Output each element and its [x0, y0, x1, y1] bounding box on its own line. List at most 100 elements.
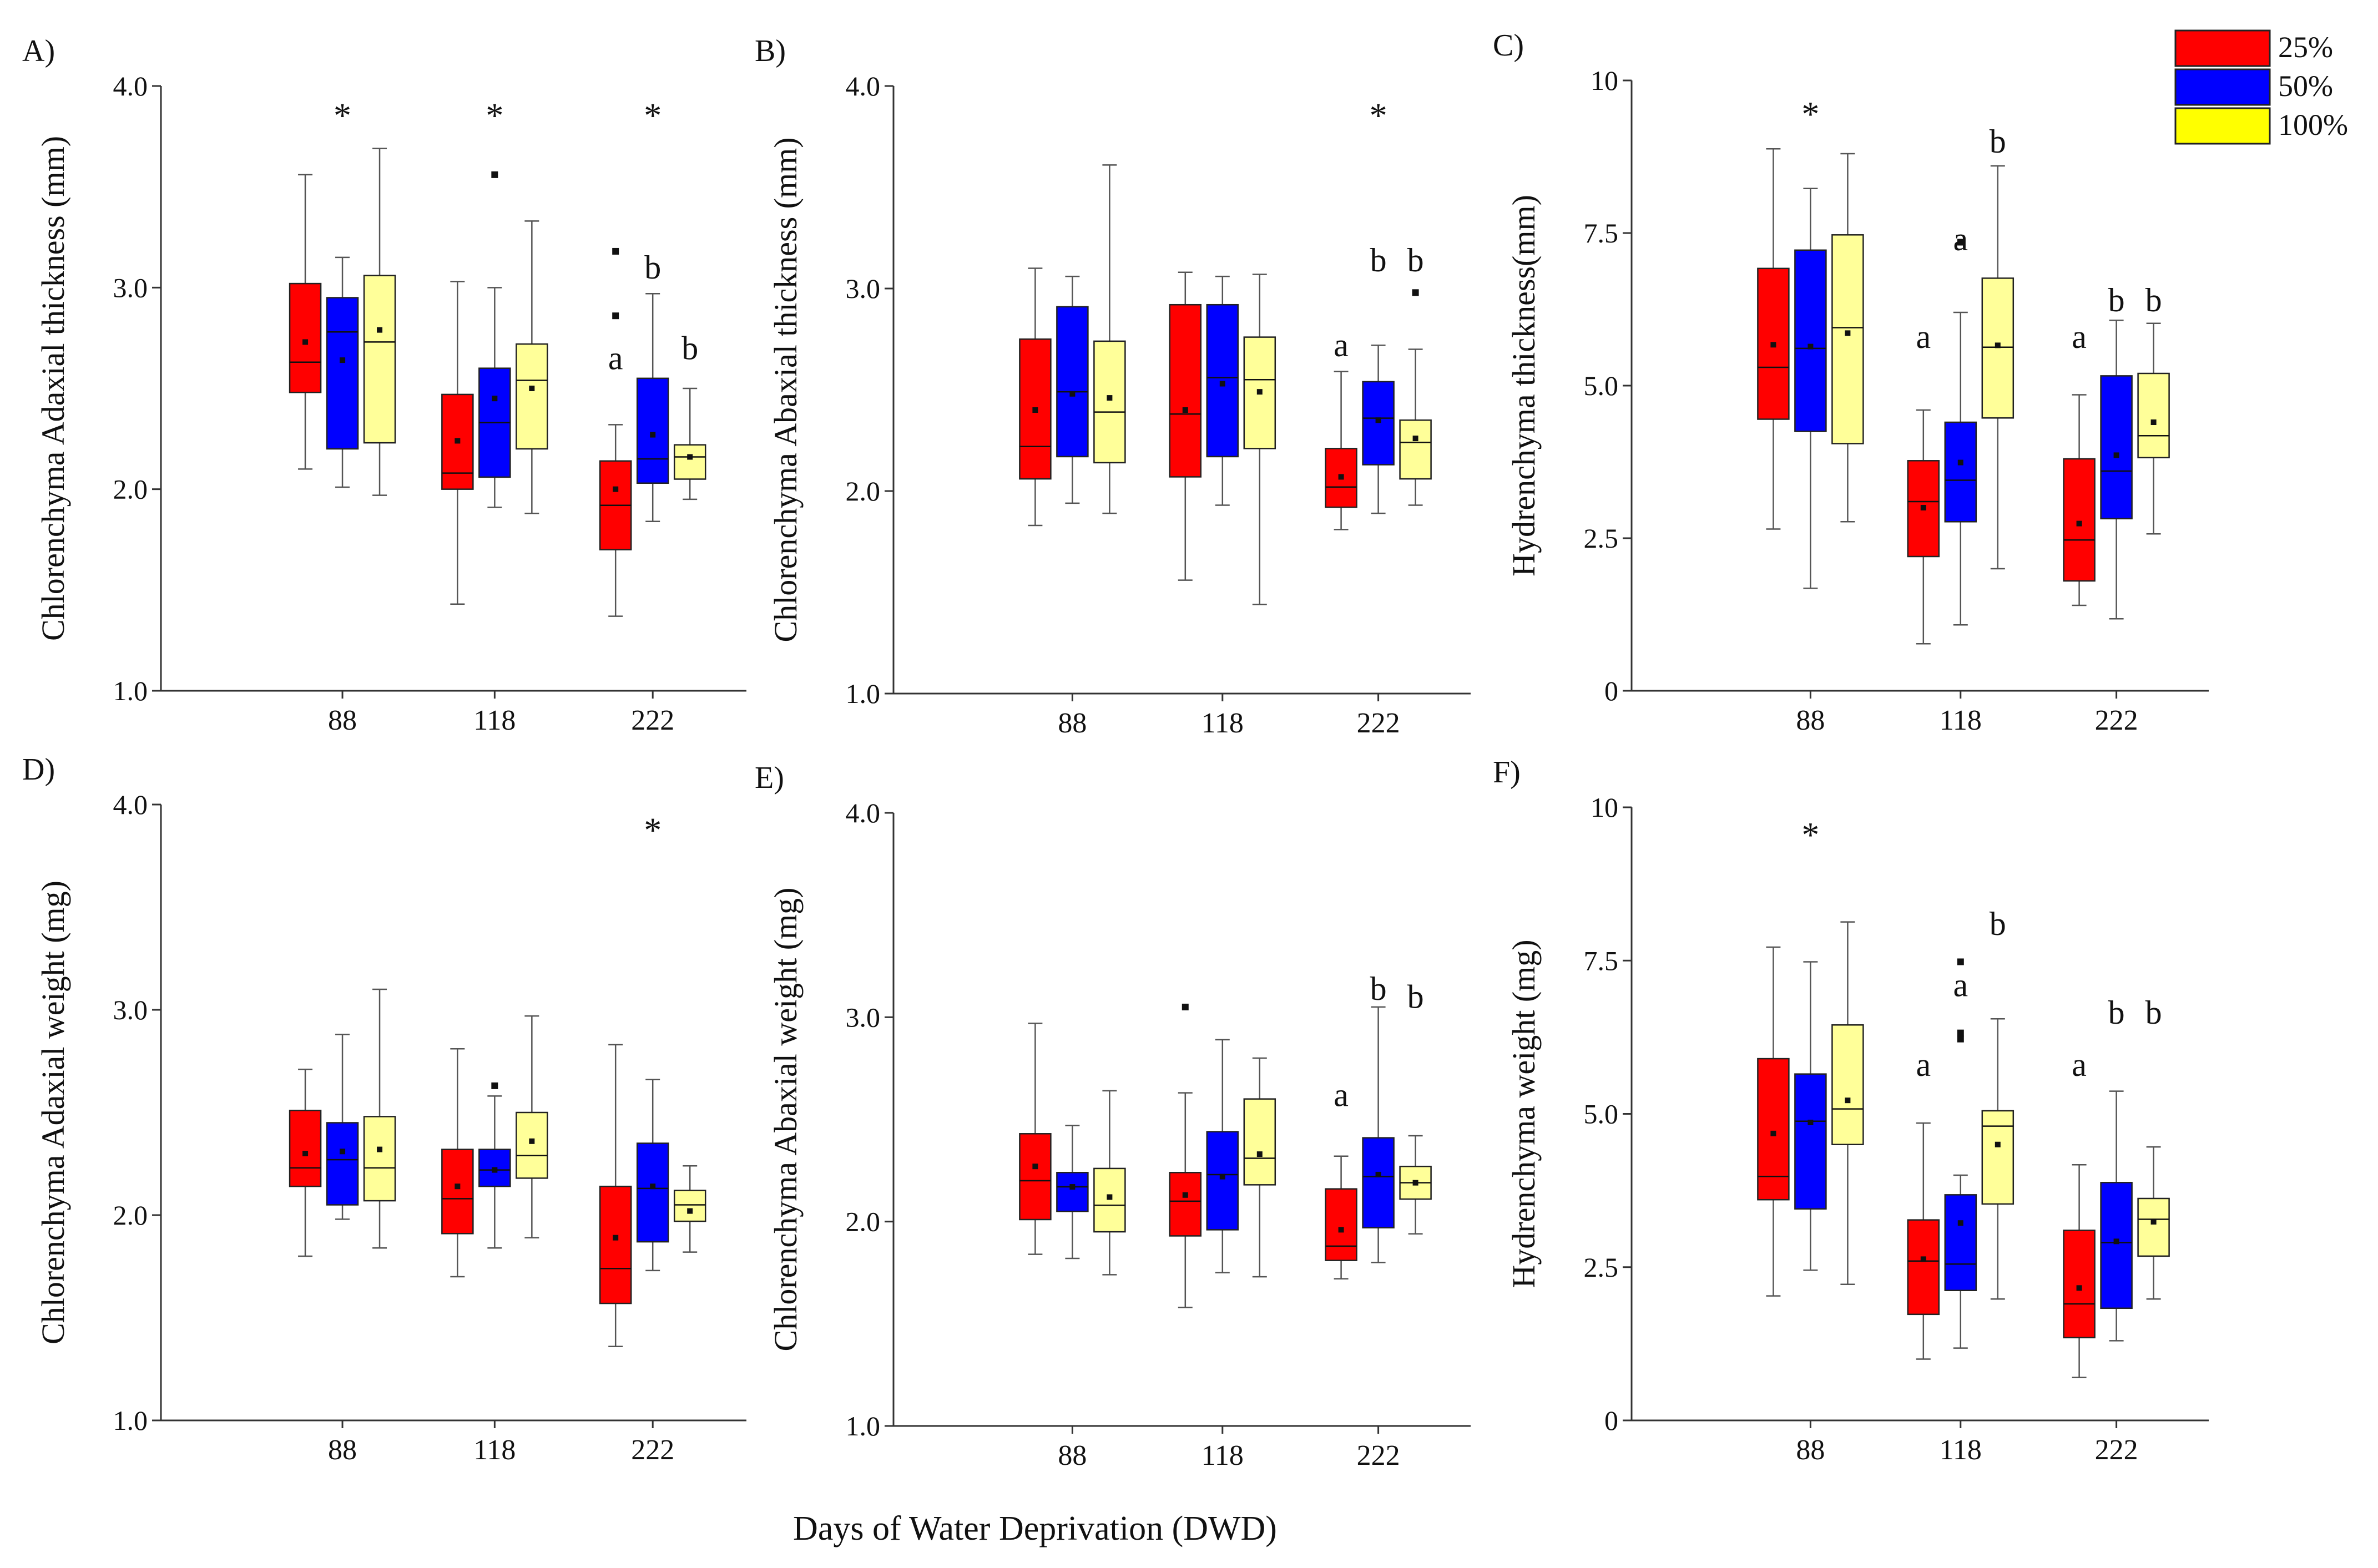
significance-letter: a [1916, 1046, 1931, 1083]
mean-marker [1770, 1130, 1776, 1136]
mean-marker [302, 339, 309, 345]
mean-marker [1412, 1180, 1418, 1186]
box-iqr [326, 297, 359, 450]
mean-marker [687, 1208, 693, 1214]
x-tick-label: 222 [631, 705, 674, 736]
y-tick-label: 1.0 [113, 1405, 148, 1436]
x-tick-label: 118 [1201, 707, 1244, 739]
significance-letter: a [1953, 967, 1968, 1003]
box-iqr [2100, 375, 2133, 520]
mean-marker [650, 1183, 656, 1190]
panel-letter: B) [755, 34, 786, 68]
box-iqr [1907, 1219, 1940, 1316]
mean-marker [1182, 407, 1188, 413]
legend-label: 100% [2278, 108, 2348, 141]
box-iqr [673, 1190, 706, 1222]
box-100pct-88 [1093, 164, 1126, 514]
box-iqr [441, 1149, 474, 1235]
box-iqr [289, 1110, 322, 1187]
box-25pct-118 [441, 1048, 474, 1278]
y-tick-label: 5.0 [1584, 1099, 1619, 1130]
panel-f: 0 2.5 5.0 7.5 10 F) Hydrenchyma weight (mg) 88 1… [1493, 755, 2209, 1466]
box-iqr [1206, 304, 1239, 458]
mean-marker [529, 386, 535, 391]
x-tick-label: 88 [328, 705, 357, 736]
outlier-marker [1957, 958, 1964, 965]
box-100pct-118 [1243, 1057, 1276, 1278]
panels: 1.0 2.0 3.0 4.0 A) Chlorenchyma Adaxial thick… [22, 28, 2209, 1471]
mean-marker [492, 396, 498, 402]
panel-letter: F) [1493, 755, 1521, 790]
box-100pct-222 [2137, 1146, 2170, 1300]
significance-asterisk: * [486, 95, 503, 135]
y-tick-label: 10 [1591, 65, 1618, 96]
significance-letter: b [2145, 282, 2162, 318]
x-tick-label: 88 [1796, 1434, 1825, 1466]
box-iqr [636, 1142, 669, 1243]
panel-letter: D) [22, 752, 55, 787]
box-50pct-88 [1794, 961, 1827, 1271]
mean-marker [650, 432, 656, 438]
box-iqr [1794, 1073, 1827, 1210]
mean-marker [529, 1138, 535, 1144]
x-tick-label: 222 [2095, 705, 2138, 736]
box-50pct-118 [1944, 239, 1977, 626]
significance-letter: a [2072, 318, 2087, 355]
box-iqr [1243, 1098, 1276, 1186]
panel-letter: A) [22, 34, 55, 68]
mean-marker [455, 438, 461, 444]
box-25pct-118 [441, 281, 474, 605]
box-25pct-88 [1757, 946, 1790, 1297]
mean-marker [1845, 1097, 1851, 1104]
x-tick-label: 118 [473, 1434, 516, 1466]
box-100pct-88 [1093, 1090, 1126, 1276]
box-iqr [1169, 1172, 1202, 1237]
y-tick-label: 2.0 [113, 474, 148, 505]
outlier-marker [1412, 289, 1419, 296]
outlier-marker [612, 247, 619, 255]
box-iqr [363, 275, 396, 444]
x-tick-label: 88 [1058, 707, 1087, 739]
figure-xlabel: Days of Water Deprivation (DWD) [793, 1510, 1277, 1547]
mean-marker [1256, 389, 1263, 395]
significance-asterisk: * [644, 95, 662, 135]
x-tick-label: 222 [631, 1434, 674, 1466]
y-tick-label: 2.5 [1584, 523, 1619, 554]
box-25pct-118 [1907, 1122, 1940, 1360]
mean-marker [2076, 1285, 2082, 1291]
mean-marker [1845, 330, 1851, 336]
mean-marker [1808, 343, 1814, 350]
x-tick-label: 88 [1058, 1440, 1087, 1471]
box-25pct-222 [599, 247, 632, 617]
x-tick-label: 118 [1940, 1434, 1982, 1466]
box-iqr [289, 282, 322, 393]
box-25pct-88 [289, 174, 322, 470]
outlier-marker [612, 312, 619, 320]
outlier-marker [1957, 1035, 1964, 1043]
y-tick-label: 4.0 [846, 70, 881, 102]
y-axis-label: Chlorenchyma Abaxial weight (mg) [768, 888, 804, 1352]
legend-swatch [2174, 29, 2271, 67]
box-iqr [363, 1116, 396, 1202]
box-50pct-222 [1362, 344, 1395, 514]
significance-letter: b [1990, 906, 2006, 942]
outlier-marker [1182, 1003, 1189, 1010]
mean-marker [1069, 391, 1076, 397]
mean-marker [1338, 1227, 1344, 1233]
box-iqr [1362, 381, 1395, 466]
box-50pct-88 [1056, 1125, 1089, 1260]
box-25pct-222 [599, 1044, 632, 1348]
mean-marker [1920, 505, 1926, 510]
y-tick-label: 3.0 [846, 1002, 881, 1033]
legend-label: 25% [2278, 31, 2333, 64]
box-iqr [1093, 1167, 1126, 1233]
y-axis-label: Chlorenchyma Abaxial thickness (mm) [768, 137, 804, 642]
legend-label: 50% [2278, 69, 2333, 103]
box-iqr [2063, 458, 2096, 582]
y-axis-label: Hydrenchyma thickness(mm) [1506, 195, 1542, 576]
box-iqr [1019, 1133, 1052, 1221]
box-25pct-88 [1019, 1023, 1052, 1255]
box-iqr [1325, 1188, 1357, 1261]
mean-marker [455, 1183, 461, 1190]
